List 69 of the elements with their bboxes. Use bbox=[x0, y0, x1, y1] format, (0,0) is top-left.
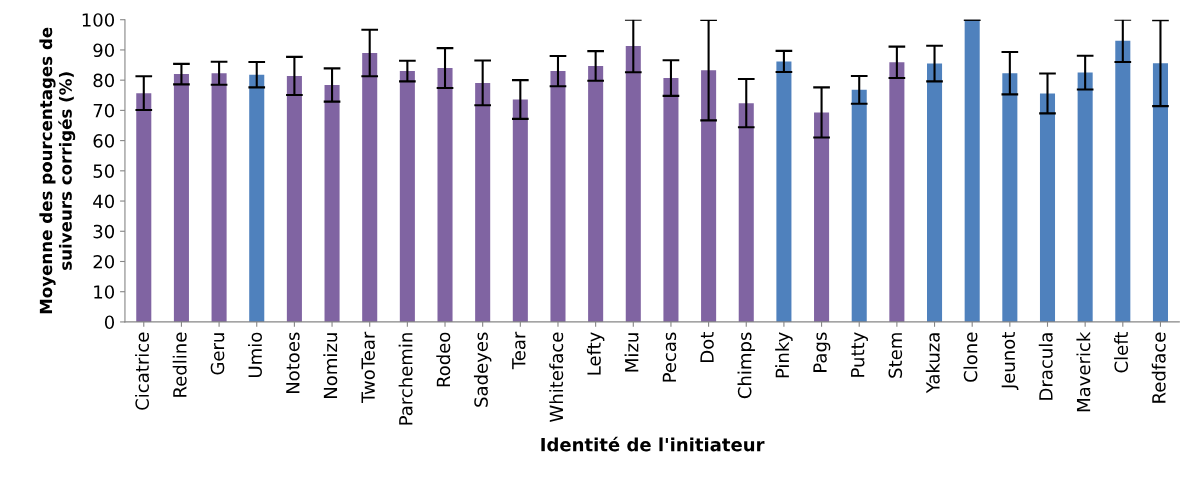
x-tick-label: Clone bbox=[963, 332, 978, 382]
y-tick-label: 20 bbox=[93, 254, 115, 269]
x-tick-label: Dot bbox=[700, 332, 714, 362]
x-tick-label: Pags bbox=[813, 332, 831, 372]
y-tick-label: 40 bbox=[93, 194, 115, 209]
bar bbox=[776, 61, 792, 322]
x-tick-label: Sadeyes bbox=[473, 332, 492, 407]
x-tick-label: Nomizu bbox=[323, 333, 338, 398]
x-tick-label: Maverick bbox=[1076, 331, 1091, 412]
bar bbox=[475, 82, 491, 322]
bar bbox=[1002, 73, 1018, 322]
bar bbox=[286, 75, 302, 322]
bar bbox=[512, 99, 528, 322]
y-axis-title: Moyenne des pourcentages de suiveurs corrigés (%) bbox=[39, 27, 76, 314]
bar bbox=[399, 71, 415, 322]
y-tick-label: 50 bbox=[93, 164, 115, 178]
bar bbox=[738, 103, 754, 322]
bar bbox=[1115, 40, 1131, 322]
x-tick-label: Mizu bbox=[624, 333, 639, 372]
x-tick-label: Whiteface bbox=[549, 332, 564, 423]
x-tick-label: Geru bbox=[210, 333, 225, 375]
y-tick-label: 10 bbox=[94, 285, 115, 299]
bar bbox=[362, 52, 378, 322]
bar bbox=[173, 74, 189, 322]
bar bbox=[550, 71, 566, 322]
y-tick-label: 60 bbox=[93, 134, 115, 148]
x-tick-label: Parchemin bbox=[398, 333, 413, 425]
y-tick-label: 100 bbox=[82, 13, 115, 27]
bar bbox=[324, 85, 340, 322]
bar bbox=[889, 62, 905, 322]
y-tick-label: 80 bbox=[93, 73, 115, 88]
x-tick-label: Notoes bbox=[286, 332, 300, 394]
bar bbox=[1077, 72, 1093, 322]
x-tick-label: Tear bbox=[512, 331, 526, 370]
bar bbox=[1152, 63, 1168, 322]
x-tick-label: Lefty bbox=[586, 332, 605, 375]
y-tick-label: 30 bbox=[93, 224, 115, 239]
x-tick-label: Pecas bbox=[662, 332, 677, 382]
x-tick-label: Redline bbox=[172, 332, 187, 397]
x-tick-label: Cicatrice bbox=[135, 332, 150, 410]
bar bbox=[851, 89, 867, 322]
x-tick-label: Chimps bbox=[737, 332, 755, 399]
bar bbox=[211, 73, 227, 322]
bar bbox=[701, 70, 717, 322]
x-tick-label: Putty bbox=[851, 332, 868, 377]
bar bbox=[588, 65, 604, 322]
bar bbox=[663, 78, 679, 322]
x-tick-label: Umio bbox=[248, 332, 262, 377]
y-tick-label: 90 bbox=[93, 43, 115, 58]
bar bbox=[964, 19, 980, 322]
x-tick-label: TwoTear bbox=[361, 331, 375, 404]
bar bbox=[249, 74, 265, 322]
x-tick-label: Stem bbox=[888, 333, 903, 378]
x-tick-label: Jeunot bbox=[1001, 332, 1019, 391]
x-tick-label: Rodeo bbox=[436, 332, 451, 387]
x-axis-title: Identité de l'initiateur bbox=[541, 436, 765, 452]
x-tick-label: Yakuza bbox=[925, 333, 940, 394]
x-tick-label: Cleft bbox=[1114, 332, 1129, 373]
bar bbox=[927, 63, 943, 322]
bar bbox=[814, 112, 830, 322]
x-tick-label: Pinky bbox=[775, 332, 793, 378]
bar bbox=[625, 46, 641, 322]
bar bbox=[1039, 93, 1056, 322]
y-tick-label: 0 bbox=[104, 315, 115, 330]
bar bbox=[437, 68, 453, 322]
bar bbox=[136, 93, 152, 322]
x-tick-label: Dracula bbox=[1038, 333, 1053, 400]
x-tick-label: Redface bbox=[1151, 332, 1166, 403]
y-tick-label: 70 bbox=[93, 103, 115, 118]
